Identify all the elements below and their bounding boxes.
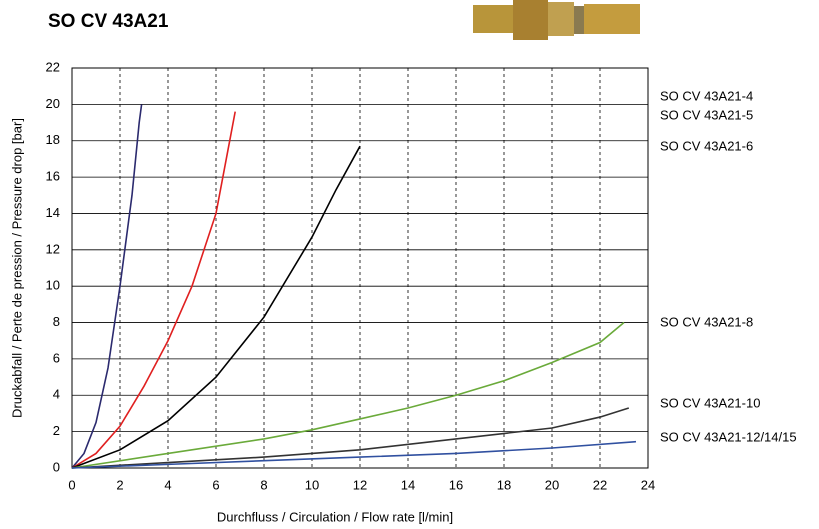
- series-label: SO CV 43A21-8: [660, 314, 753, 329]
- x-tick-label: 10: [305, 477, 319, 492]
- y-tick-label: 2: [53, 423, 60, 438]
- x-tick-label: 6: [212, 477, 219, 492]
- y-tick-label: 20: [46, 96, 60, 111]
- series-line: [71, 145, 361, 469]
- x-tick-label: 8: [260, 477, 267, 492]
- y-tick-label: 0: [53, 459, 60, 474]
- x-tick-label: 2: [116, 477, 123, 492]
- x-tick-label: 24: [641, 477, 655, 492]
- x-tick-label: 14: [401, 477, 415, 492]
- x-tick-label: 16: [449, 477, 463, 492]
- chart-title: SO CV 43A21: [48, 11, 169, 32]
- y-tick-label: 6: [53, 350, 60, 365]
- y-tick-label: 14: [46, 205, 60, 220]
- x-tick-label: 4: [164, 477, 171, 492]
- x-tick-label: 18: [497, 477, 511, 492]
- series-label: SO CV 43A21-12/14/15: [660, 429, 797, 444]
- y-tick-label: 18: [46, 132, 60, 147]
- x-tick-label: 22: [593, 477, 607, 492]
- y-axis-label: Druckabfall / Perte de pression / Pressu…: [9, 118, 24, 418]
- y-tick-label: 22: [46, 59, 60, 74]
- series-line: [71, 111, 236, 469]
- series-label: SO CV 43A21-10: [660, 395, 760, 410]
- x-tick-label: 0: [68, 477, 75, 492]
- series-label: SO CV 43A21-6: [660, 138, 753, 153]
- series-line: [71, 407, 630, 469]
- series-label: SO CV 43A21-5: [660, 107, 753, 122]
- series-line: [71, 104, 143, 469]
- y-tick-label: 4: [53, 387, 60, 402]
- x-tick-label: 12: [353, 477, 367, 492]
- y-tick-label: 12: [46, 241, 60, 256]
- fitting-image: [473, 0, 640, 40]
- y-tick-label: 8: [53, 314, 60, 329]
- plot-frame: [71, 67, 649, 469]
- y-tick-label: 16: [46, 169, 60, 184]
- x-axis-label: Durchfluss / Circulation / Flow rate [l/…: [217, 509, 453, 524]
- x-tick-label: 20: [545, 477, 559, 492]
- series-label: SO CV 43A21-4: [660, 88, 753, 103]
- series-line: [71, 321, 625, 469]
- y-tick-label: 10: [46, 278, 60, 293]
- series-line: [71, 440, 637, 469]
